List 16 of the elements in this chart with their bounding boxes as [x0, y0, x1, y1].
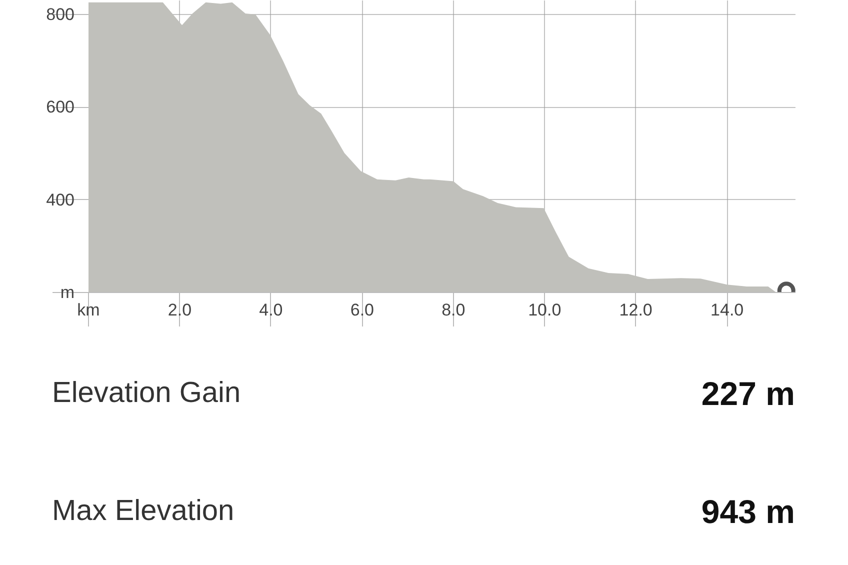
y-tick-label: 800	[46, 4, 75, 24]
text: Elevation Gain	[52, 376, 241, 412]
y-tick-label: 600	[46, 98, 75, 117]
x-tick-label: 4.0	[259, 300, 283, 320]
x-tick-label: 12.0	[619, 300, 652, 320]
x-tick-label: km	[77, 300, 100, 320]
y-tick-label: 400	[46, 190, 75, 210]
x-tick-label: 6.0	[350, 300, 374, 320]
y-tick-label: m	[60, 283, 75, 302]
x-tick-label: 10.0	[528, 300, 562, 320]
x-tick-label: 14.0	[710, 300, 744, 320]
text: 227 m	[701, 374, 795, 414]
text: 943 m	[701, 492, 795, 532]
x-tick-label: 2.0	[168, 300, 192, 320]
text: Max Elevation	[52, 494, 234, 530]
x-tick-label: 8.0	[442, 300, 466, 320]
